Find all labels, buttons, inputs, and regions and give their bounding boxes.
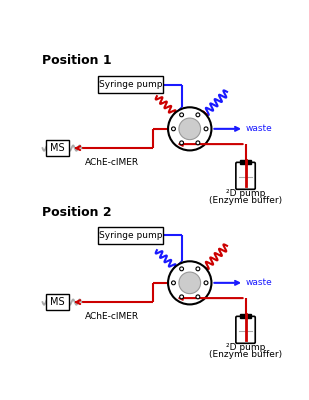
Circle shape (196, 113, 200, 117)
Circle shape (180, 267, 184, 271)
Text: Syringe pump: Syringe pump (99, 80, 163, 90)
FancyBboxPatch shape (46, 294, 69, 310)
Text: (Enzyme buffer): (Enzyme buffer) (209, 350, 282, 359)
FancyBboxPatch shape (98, 227, 163, 244)
Circle shape (180, 141, 184, 145)
Text: Position 2: Position 2 (43, 206, 112, 219)
Bar (240, 160, 251, 164)
Circle shape (171, 127, 176, 131)
Text: AChE-cIMER: AChE-cIMER (85, 312, 139, 321)
Text: ²D pump: ²D pump (226, 343, 265, 352)
Circle shape (168, 261, 211, 304)
FancyBboxPatch shape (236, 162, 255, 189)
Bar (240, 314, 251, 318)
FancyBboxPatch shape (46, 140, 69, 156)
Circle shape (196, 141, 200, 145)
Circle shape (179, 272, 201, 294)
FancyBboxPatch shape (236, 316, 255, 343)
Text: MS: MS (50, 297, 65, 307)
Circle shape (204, 281, 208, 285)
Text: Position 1: Position 1 (43, 54, 112, 67)
Text: AChE-cIMER: AChE-cIMER (85, 158, 139, 167)
Text: ²D pump: ²D pump (226, 189, 265, 198)
Circle shape (179, 118, 201, 140)
Circle shape (196, 267, 200, 271)
Circle shape (171, 281, 176, 285)
Text: waste: waste (246, 278, 272, 287)
Circle shape (196, 295, 200, 299)
Text: MS: MS (50, 143, 65, 153)
Circle shape (180, 113, 184, 117)
Text: (Enzyme buffer): (Enzyme buffer) (209, 196, 282, 205)
Circle shape (168, 107, 211, 150)
Circle shape (204, 127, 208, 131)
Circle shape (180, 295, 184, 299)
Text: waste: waste (246, 124, 272, 133)
FancyBboxPatch shape (98, 76, 163, 94)
Text: Syringe pump: Syringe pump (99, 231, 163, 240)
